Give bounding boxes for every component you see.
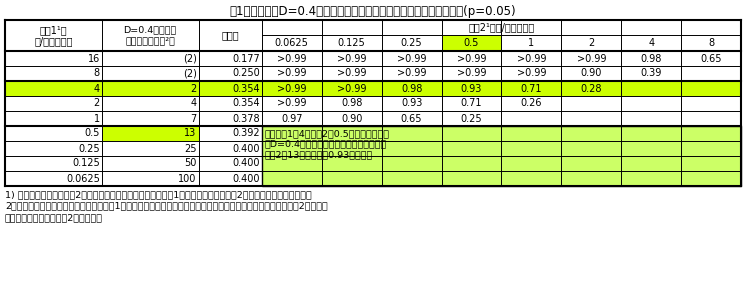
Text: 0.392: 0.392 bbox=[232, 129, 260, 139]
Text: 16: 16 bbox=[88, 53, 100, 63]
Text: 7: 7 bbox=[190, 113, 196, 123]
Text: >0.99: >0.99 bbox=[277, 69, 307, 79]
Text: 100: 100 bbox=[179, 174, 196, 183]
Text: 0.25: 0.25 bbox=[78, 144, 100, 154]
Text: >0.99: >0.99 bbox=[337, 84, 366, 94]
Text: 0.90: 0.90 bbox=[341, 113, 362, 123]
Text: 1) 比較しようとしている2つの平均値の内、大きい方を「平均1」、小さい方を「平均2」で表した（以下同様）。: 1) 比較しようとしている2つの平均値の内、大きい方を「平均1」、小さい方を「平… bbox=[5, 190, 312, 199]
Text: >0.99: >0.99 bbox=[516, 69, 546, 79]
Bar bbox=[441, 81, 501, 96]
Text: 0.25: 0.25 bbox=[461, 113, 482, 123]
Text: 8: 8 bbox=[708, 38, 714, 48]
Text: >0.99: >0.99 bbox=[516, 53, 546, 63]
Text: >0.99: >0.99 bbox=[277, 98, 307, 108]
Text: 実精度: 実精度 bbox=[222, 30, 239, 40]
Text: 0.250: 0.250 bbox=[232, 69, 260, 79]
Text: 平均1¹）
（/サンプル）: 平均1¹） （/サンプル） bbox=[34, 25, 73, 46]
Text: 0.0625: 0.0625 bbox=[66, 174, 100, 183]
Text: (2): (2) bbox=[183, 69, 196, 79]
Text: 0.400: 0.400 bbox=[232, 144, 260, 154]
Text: 0.125: 0.125 bbox=[338, 38, 365, 48]
Text: 2: 2 bbox=[190, 84, 196, 94]
Text: >0.99: >0.99 bbox=[337, 69, 366, 79]
Text: 2: 2 bbox=[588, 38, 594, 48]
Text: 0.90: 0.90 bbox=[580, 69, 602, 79]
Text: 0.0625: 0.0625 bbox=[275, 38, 309, 48]
Text: >0.99: >0.99 bbox=[277, 84, 307, 94]
Text: 0.71: 0.71 bbox=[521, 84, 542, 94]
Text: 0.65: 0.65 bbox=[401, 113, 423, 123]
Text: 0.65: 0.65 bbox=[700, 53, 722, 63]
Text: 1: 1 bbox=[528, 38, 534, 48]
Bar bbox=[102, 126, 199, 141]
Text: 0.354: 0.354 bbox=[232, 84, 260, 94]
Text: 4: 4 bbox=[648, 38, 654, 48]
Text: >0.99: >0.99 bbox=[397, 69, 426, 79]
Text: D=0.4に対する
必要サンプル数²）: D=0.4に対する 必要サンプル数²） bbox=[124, 26, 177, 45]
Text: 50: 50 bbox=[185, 158, 196, 168]
Text: 8: 8 bbox=[94, 69, 100, 79]
Text: (2): (2) bbox=[183, 53, 196, 63]
Text: 0.98: 0.98 bbox=[401, 84, 423, 94]
Text: 0.25: 0.25 bbox=[401, 38, 423, 48]
Text: 0.354: 0.354 bbox=[232, 98, 260, 108]
Text: 0.378: 0.378 bbox=[232, 113, 260, 123]
Text: 0.98: 0.98 bbox=[641, 53, 662, 63]
Bar bbox=[5, 81, 741, 96]
Text: 度D=0.4に対するそれぞれの必要サンプル: 度D=0.4に対するそれぞれの必要サンプル bbox=[265, 139, 387, 148]
Text: 0.400: 0.400 bbox=[232, 158, 260, 168]
Text: 0.5: 0.5 bbox=[85, 129, 100, 139]
Text: 25: 25 bbox=[185, 144, 196, 154]
Bar bbox=[262, 126, 741, 186]
Text: >0.99: >0.99 bbox=[337, 53, 366, 63]
Text: 例：平均1が4、平均2が0.5の場合、目標精: 例：平均1が4、平均2が0.5の場合、目標精 bbox=[265, 129, 390, 138]
Text: 1: 1 bbox=[94, 113, 100, 123]
Text: 0.97: 0.97 bbox=[281, 113, 303, 123]
Text: 0.177: 0.177 bbox=[232, 53, 260, 63]
Bar bbox=[441, 35, 501, 51]
Text: 0.93: 0.93 bbox=[401, 98, 423, 108]
Text: >0.99: >0.99 bbox=[577, 53, 606, 63]
Text: 4: 4 bbox=[94, 84, 100, 94]
Text: 0.71: 0.71 bbox=[461, 98, 482, 108]
Text: 4: 4 bbox=[190, 98, 196, 108]
Text: 0.28: 0.28 bbox=[580, 84, 602, 94]
Text: 表1　目標精度D=0.4の場合の必要サンプル数と平均値の差の検出力(p=0.05): 表1 目標精度D=0.4の場合の必要サンプル数と平均値の差の検出力(p=0.05… bbox=[230, 5, 516, 18]
Text: 0.39: 0.39 bbox=[641, 69, 662, 79]
Text: 2: 2 bbox=[94, 98, 100, 108]
Text: 13: 13 bbox=[185, 129, 196, 139]
Text: 0.93: 0.93 bbox=[461, 84, 482, 94]
Text: 数は2と13、検出力は0.93となる。: 数は2と13、検出力は0.93となる。 bbox=[265, 150, 373, 159]
Text: 0.5: 0.5 bbox=[464, 38, 479, 48]
Text: >0.99: >0.99 bbox=[277, 53, 307, 63]
Text: 算した参考値である（表2も同様）。: 算した参考値である（表2も同様）。 bbox=[5, 213, 103, 222]
Text: 0.400: 0.400 bbox=[232, 174, 260, 183]
Text: 0.125: 0.125 bbox=[72, 158, 100, 168]
Text: >0.99: >0.99 bbox=[397, 53, 426, 63]
Text: >0.99: >0.99 bbox=[457, 69, 487, 79]
Text: >0.99: >0.99 bbox=[457, 53, 487, 63]
Text: 2）（）付きの数字は、必要サンプル数が1以下と計算されたことを示し、それらに対する検出力はサンプル数を2として計: 2）（）付きの数字は、必要サンプル数が1以下と計算されたことを示し、それらに対す… bbox=[5, 201, 328, 210]
Text: 0.98: 0.98 bbox=[341, 98, 362, 108]
Text: 平均2¹）（/サンプル）: 平均2¹）（/サンプル） bbox=[468, 22, 534, 32]
Text: 0.26: 0.26 bbox=[521, 98, 542, 108]
